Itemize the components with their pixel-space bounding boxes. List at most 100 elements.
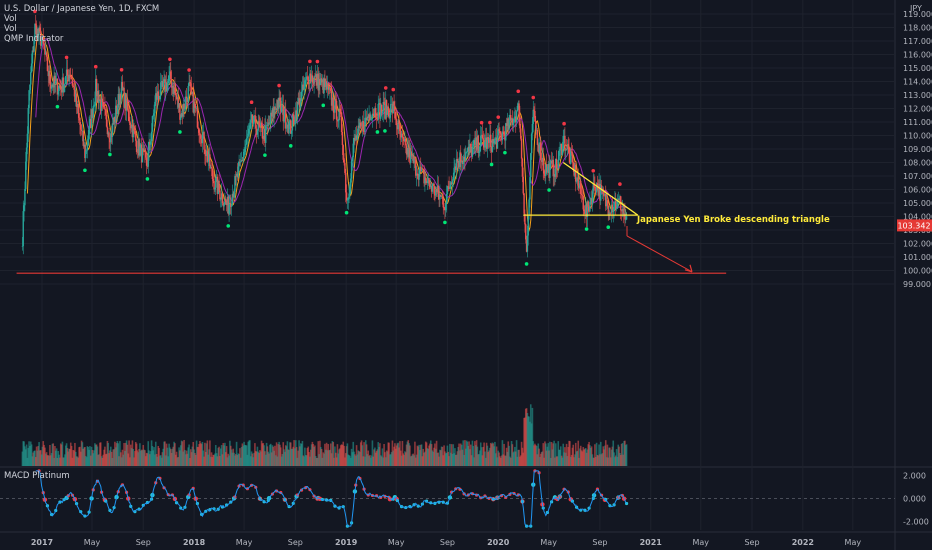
volume-bar — [409, 456, 412, 466]
volume-bar — [350, 448, 353, 466]
candle-body — [365, 117, 368, 121]
candle-body — [585, 204, 588, 217]
volume-bar — [608, 447, 610, 466]
candle-body — [64, 83, 66, 85]
volume-bar — [336, 444, 339, 466]
price-axis[interactable]: 99.000100.000101.000102.000103.000104.00… — [897, 4, 932, 289]
volume-bar — [120, 457, 123, 466]
candle-body — [316, 73, 319, 86]
candle-body — [410, 151, 412, 163]
candle-body — [425, 180, 428, 183]
volume-bar — [106, 440, 109, 466]
volume-bar — [339, 445, 342, 466]
candle-body — [217, 180, 219, 194]
volume-bar — [620, 443, 623, 466]
candle-body — [301, 84, 304, 92]
volume-bar — [91, 449, 94, 466]
candle-body — [278, 97, 280, 109]
volume-bar — [518, 449, 520, 466]
signal-dot-high — [531, 95, 536, 100]
candle-body — [413, 158, 415, 164]
volume-bar — [429, 440, 432, 466]
volume-bar — [200, 444, 203, 466]
candle-body — [284, 109, 286, 120]
candle-body — [213, 181, 215, 190]
candle-body — [530, 153, 532, 178]
candle-body — [83, 144, 85, 146]
candle-body — [244, 148, 246, 152]
triangle-annotation: Japanese Yen Broke descending triangle — [636, 215, 830, 225]
candle-body — [138, 138, 140, 156]
candle-body — [535, 121, 537, 131]
candle-body — [439, 195, 441, 200]
time-axis[interactable]: 2017 May Sep 2018 May Sep 2019 May Sep 2020 May Sep… — [31, 538, 861, 547]
volume-bar — [552, 443, 555, 466]
volume-bar — [574, 454, 576, 466]
volume-bar — [135, 443, 138, 466]
macd-title[interactable]: MACD Platinum — [4, 471, 70, 481]
candle-body — [622, 208, 624, 215]
volume-bar — [109, 446, 112, 466]
price-candles — [21, 14, 628, 258]
volume-bar — [514, 451, 517, 466]
volume-bar — [57, 451, 60, 466]
volume-bar — [146, 453, 149, 466]
volume-bar — [137, 452, 140, 466]
candle-body — [613, 206, 615, 210]
candle-body — [551, 159, 554, 164]
volume-bar — [367, 450, 370, 466]
volume-bar — [603, 449, 605, 466]
candle-body — [175, 92, 177, 96]
candle-body — [380, 104, 383, 114]
candle-body — [62, 77, 64, 93]
candle-body — [143, 149, 145, 151]
volume-bar — [554, 443, 557, 466]
volume-bar — [103, 449, 105, 466]
volume-bar — [231, 452, 234, 466]
candle-body — [270, 112, 273, 117]
volume-bar — [555, 456, 558, 466]
volume-bar — [604, 445, 606, 466]
volume-bar — [27, 447, 30, 466]
candle-body — [137, 138, 139, 153]
candle-body — [380, 104, 382, 119]
candle-body — [614, 201, 616, 207]
volume-bar — [370, 455, 373, 466]
volume-bar — [460, 444, 463, 466]
candle-body — [188, 82, 190, 86]
volume-bar — [247, 441, 250, 466]
candle-body — [169, 71, 171, 76]
candle-body — [384, 103, 386, 119]
volume-bar — [327, 444, 330, 466]
candle-body — [579, 180, 581, 188]
price-tick-label: 114.000 — [903, 78, 932, 87]
indicator-vol-1[interactable]: Vol — [4, 14, 17, 24]
macd-line — [35, 470, 627, 527]
candle-body — [604, 194, 606, 196]
candle-body — [531, 123, 534, 134]
candle-body — [511, 118, 514, 126]
time-tick-label: May — [388, 538, 405, 547]
indicator-vol-2[interactable]: Vol — [4, 24, 17, 34]
volume-bar — [194, 454, 197, 466]
volume-bar — [379, 455, 382, 466]
volume-bar — [299, 443, 302, 466]
candle-body — [355, 135, 358, 140]
volume-bar — [242, 445, 245, 466]
volume-bar — [354, 455, 357, 466]
volume-bar — [431, 450, 434, 466]
candle-body — [600, 185, 602, 201]
volume-bar — [402, 453, 405, 466]
indicator-qmp[interactable]: QMP Indicator — [4, 34, 64, 44]
volume-bar — [318, 454, 320, 466]
candle-body — [558, 150, 560, 161]
volume-bar — [392, 450, 395, 466]
volume-bar — [28, 441, 30, 466]
symbol-title[interactable]: U.S. Dollar / Japanese Yen, 1D, FXCM — [4, 4, 160, 14]
candle-body — [263, 128, 265, 139]
candle-body — [123, 87, 125, 108]
volume-bar — [123, 442, 125, 466]
candle-body — [541, 157, 544, 162]
candle-body — [50, 84, 52, 89]
